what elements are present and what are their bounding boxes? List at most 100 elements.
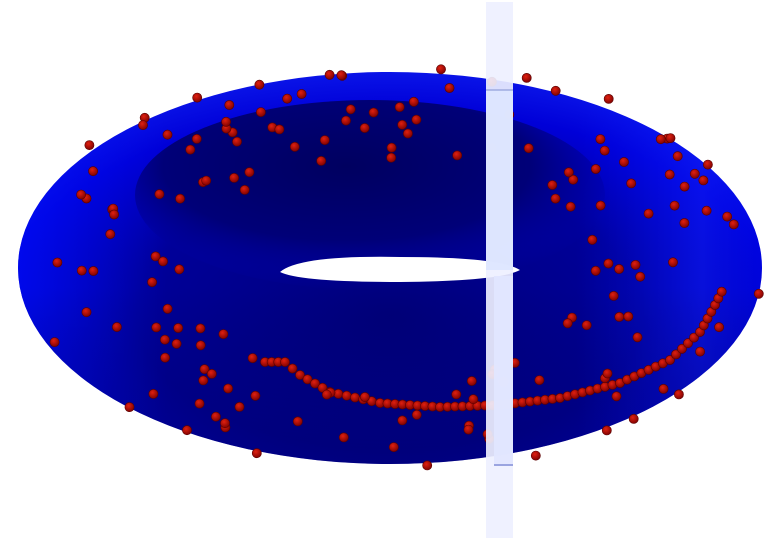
point xyxy=(609,291,618,300)
point xyxy=(665,170,674,179)
point xyxy=(160,335,169,344)
point xyxy=(467,376,476,385)
point xyxy=(389,443,398,452)
point xyxy=(690,169,699,178)
point xyxy=(551,194,560,203)
point xyxy=(668,258,677,267)
point xyxy=(673,152,682,161)
point xyxy=(591,266,600,275)
point xyxy=(283,94,292,103)
point xyxy=(219,330,228,339)
point xyxy=(369,108,378,117)
point xyxy=(89,167,98,176)
point xyxy=(615,312,624,321)
point xyxy=(297,89,306,98)
point xyxy=(220,419,229,428)
point xyxy=(275,125,284,134)
point xyxy=(398,416,407,425)
point xyxy=(360,123,369,132)
point xyxy=(182,426,191,435)
point xyxy=(163,130,172,139)
vertical-plane xyxy=(486,2,513,538)
point xyxy=(395,103,404,112)
point xyxy=(230,173,239,182)
point xyxy=(615,264,624,273)
point xyxy=(240,185,249,194)
point xyxy=(604,94,613,103)
point xyxy=(564,168,573,177)
point xyxy=(602,426,611,435)
point xyxy=(629,414,638,423)
point xyxy=(659,384,668,393)
point xyxy=(445,83,454,92)
point xyxy=(149,389,158,398)
point xyxy=(346,105,355,114)
point xyxy=(82,308,91,317)
point xyxy=(85,141,94,150)
point xyxy=(193,93,202,102)
point xyxy=(631,260,640,269)
point xyxy=(723,212,732,221)
point xyxy=(148,278,157,287)
point xyxy=(387,143,396,152)
point xyxy=(398,120,407,129)
point xyxy=(152,323,161,332)
point xyxy=(186,145,195,154)
point xyxy=(337,71,346,80)
point xyxy=(138,121,147,130)
point xyxy=(232,137,241,146)
point xyxy=(290,142,299,151)
point xyxy=(202,176,211,185)
point xyxy=(341,116,350,125)
point xyxy=(403,129,412,138)
point xyxy=(619,157,628,166)
point xyxy=(423,461,432,470)
plane-upper xyxy=(486,90,513,270)
point xyxy=(325,70,334,79)
point xyxy=(674,390,683,399)
point xyxy=(199,376,208,385)
point xyxy=(566,202,575,211)
point xyxy=(600,146,609,155)
point xyxy=(551,86,560,95)
point xyxy=(207,369,216,378)
point xyxy=(175,265,184,274)
point xyxy=(582,321,591,330)
point xyxy=(106,230,115,239)
point xyxy=(596,201,605,210)
point xyxy=(245,168,254,177)
point xyxy=(627,179,636,188)
point xyxy=(53,258,62,267)
point xyxy=(412,115,421,124)
point xyxy=(636,272,645,281)
point xyxy=(161,353,170,362)
point xyxy=(522,73,531,82)
point xyxy=(248,354,257,363)
point xyxy=(633,333,642,342)
point xyxy=(656,135,665,144)
point xyxy=(670,201,679,210)
point xyxy=(192,134,201,143)
point xyxy=(322,390,331,399)
point xyxy=(195,399,204,408)
point xyxy=(196,324,205,333)
point xyxy=(288,364,297,373)
point xyxy=(612,392,621,401)
point xyxy=(174,323,183,332)
point xyxy=(172,339,181,348)
point xyxy=(235,402,244,411)
point xyxy=(729,220,738,229)
point xyxy=(754,289,763,298)
point xyxy=(251,391,260,400)
point xyxy=(548,180,557,189)
point xyxy=(360,392,369,401)
point xyxy=(603,369,612,378)
point xyxy=(125,403,134,412)
point xyxy=(464,425,473,434)
point xyxy=(255,80,264,89)
point xyxy=(588,235,597,244)
point xyxy=(604,259,613,268)
point xyxy=(524,144,533,153)
point xyxy=(222,117,231,126)
point xyxy=(89,266,98,275)
